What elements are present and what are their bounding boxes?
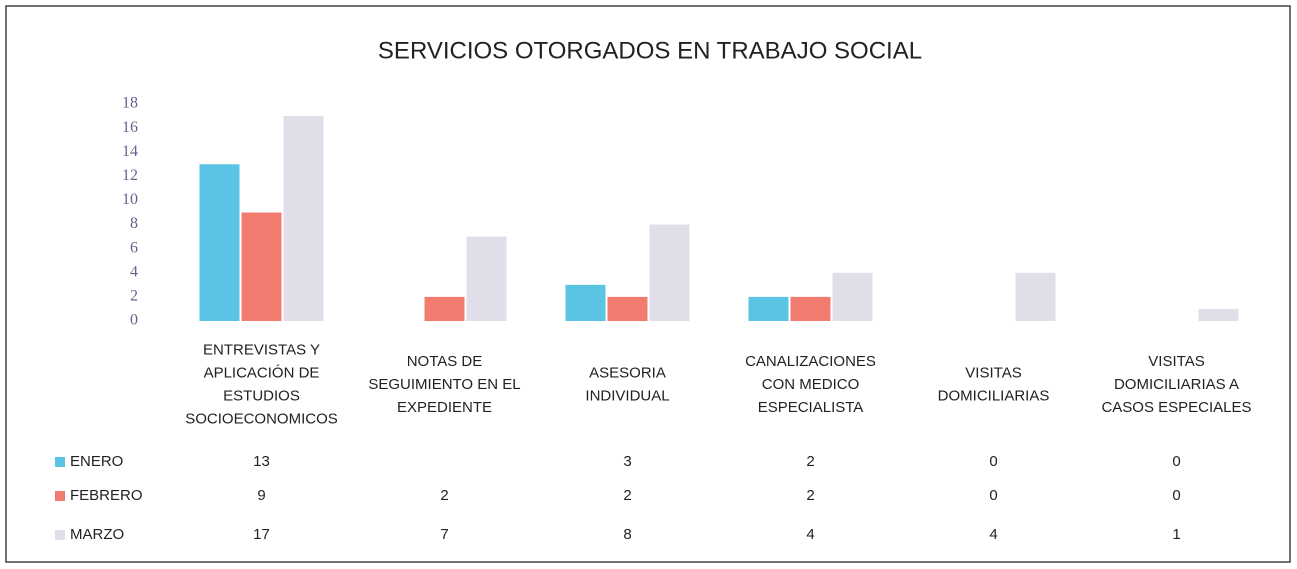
bar [790, 296, 831, 321]
legend-label: MARZO [70, 526, 124, 543]
bar [466, 236, 507, 321]
table-value: 17 [253, 526, 270, 543]
x-tick-label: SEGUIMIENTO EN EL [368, 376, 520, 393]
legend-label: ENERO [70, 453, 123, 470]
bar [565, 284, 606, 321]
chart-frame [5, 5, 1291, 563]
x-tick-label: DOMICILIARIAS A [1114, 376, 1239, 393]
table-value: 0 [989, 453, 997, 470]
x-tick-label: NOTAS DE [407, 353, 483, 370]
y-tick-label: 2 [130, 288, 138, 305]
table-value: 3 [623, 453, 631, 470]
y-tick-label: 18 [122, 95, 138, 112]
x-tick-label: ASESORIA [589, 364, 666, 381]
x-tick-label: DOMICILIARIAS [938, 387, 1050, 404]
y-tick-label: 6 [130, 239, 138, 256]
y-tick-label: 16 [122, 119, 138, 136]
x-tick-label: ESPECIALISTA [758, 399, 864, 416]
table-value: 2 [806, 453, 814, 470]
x-tick-label: ESTUDIOS [223, 387, 300, 404]
x-tick-label: VISITAS [965, 364, 1021, 381]
table-value: 8 [623, 526, 631, 543]
bar [424, 296, 465, 321]
bar [649, 224, 690, 321]
x-tick-label: CASOS ESPECIALES [1101, 399, 1251, 416]
table-value: 0 [1172, 453, 1180, 470]
table-value: 0 [989, 487, 997, 504]
table-value: 4 [989, 526, 997, 543]
y-tick-label: 12 [122, 167, 138, 184]
x-tick-label: INDIVIDUAL [585, 387, 669, 404]
table-value: 0 [1172, 487, 1180, 504]
y-tick-label: 4 [130, 263, 138, 280]
x-tick-label: ENTREVISTAS Y [203, 341, 320, 358]
y-tick-label: 8 [130, 215, 138, 232]
chart-title: SERVICIOS OTORGADOS EN TRABAJO SOCIAL [378, 37, 922, 64]
x-tick-label: EXPEDIENTE [397, 399, 492, 416]
x-tick-label: CANALIZACIONES [745, 353, 876, 370]
y-tick-label: 10 [122, 191, 138, 208]
legend-label: FEBRERO [70, 487, 143, 504]
legend-swatch [55, 457, 65, 467]
table-value: 4 [806, 526, 814, 543]
bar [199, 164, 240, 321]
x-tick-label: CON MEDICO [762, 376, 860, 393]
y-tick-label: 0 [130, 312, 138, 329]
legend-swatch [55, 530, 65, 540]
x-tick-label: VISITAS [1148, 353, 1204, 370]
table-value: 2 [806, 487, 814, 504]
bar [748, 296, 789, 321]
bar [241, 212, 282, 321]
table-value: 13 [253, 453, 270, 470]
table-value: 9 [257, 487, 265, 504]
legend-swatch [55, 491, 65, 501]
y-tick-label: 14 [122, 143, 138, 160]
x-tick-label: APLICACIÓN DE [204, 364, 320, 381]
bar [283, 116, 324, 321]
table-value: 2 [623, 487, 631, 504]
bar [1015, 272, 1056, 321]
bar [1198, 308, 1239, 321]
bar [832, 272, 873, 321]
bar [607, 296, 648, 321]
table-value: 1 [1172, 526, 1180, 543]
table-value: 2 [440, 487, 448, 504]
x-tick-label: SOCIOECONOMICOS [185, 410, 338, 427]
table-value: 7 [440, 526, 448, 543]
